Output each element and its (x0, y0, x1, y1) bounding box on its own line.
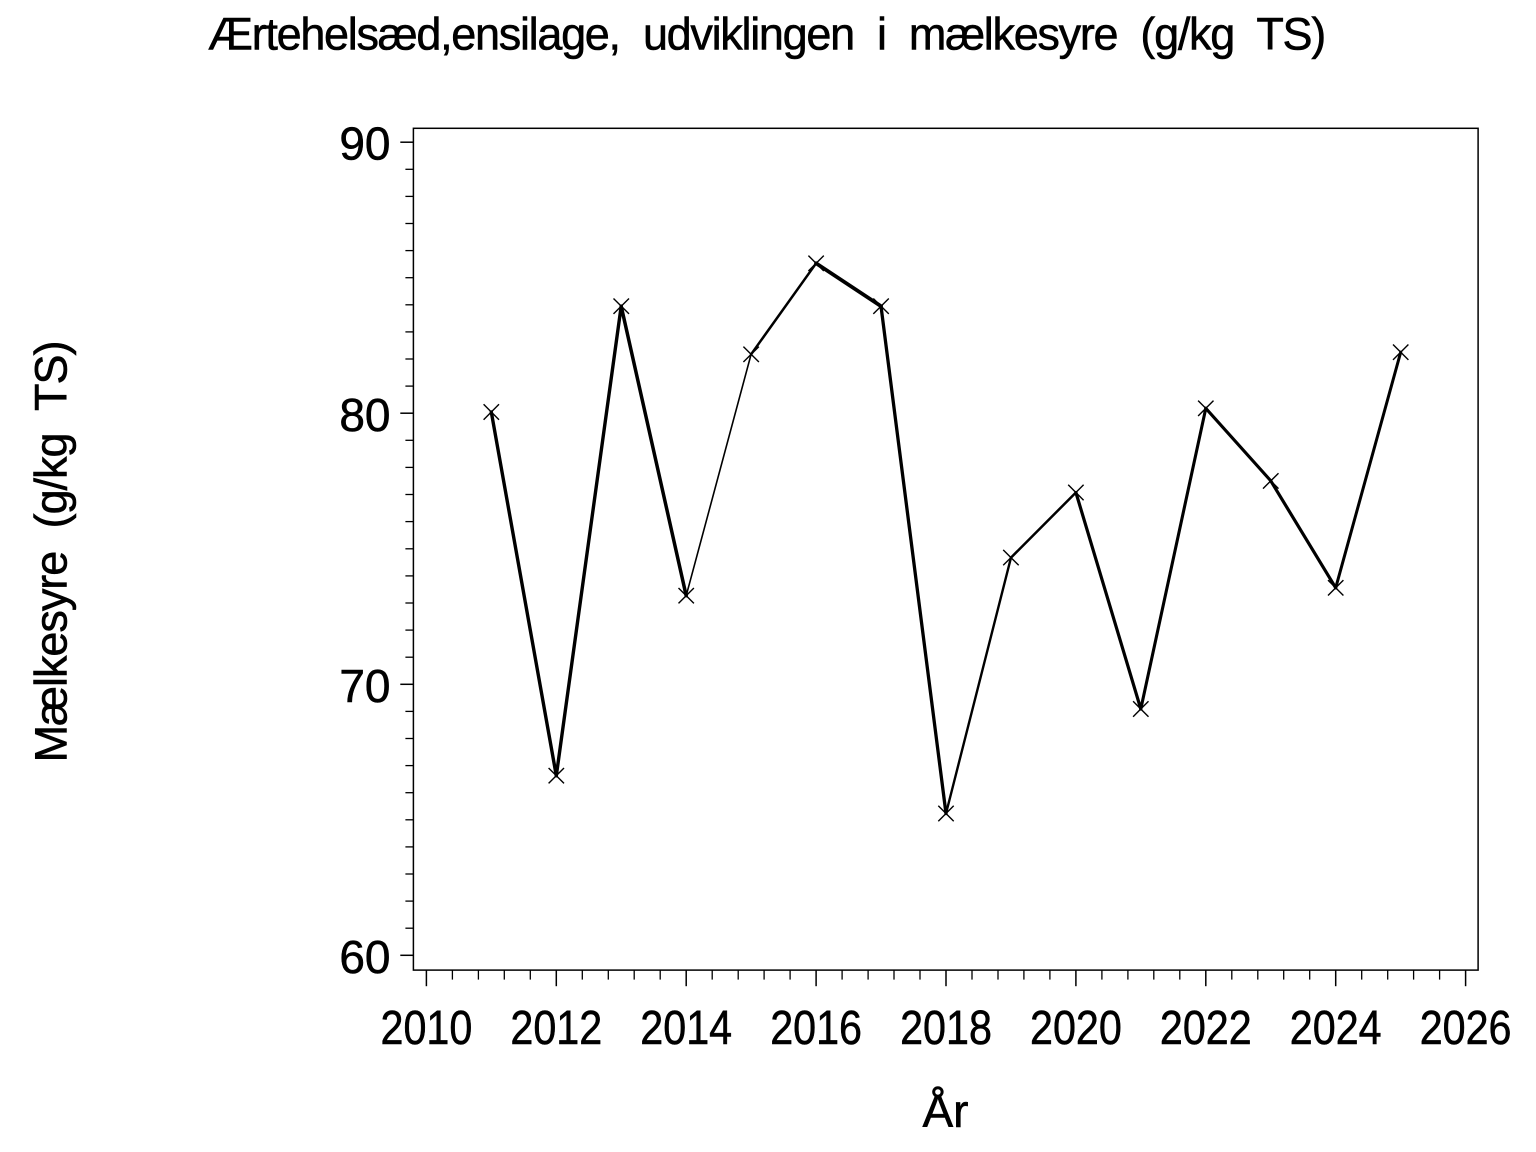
svg-text:2010: 2010 (380, 1001, 472, 1055)
svg-text:70: 70 (339, 660, 390, 712)
svg-text:2026: 2026 (1420, 1001, 1512, 1055)
svg-text:2024: 2024 (1290, 1001, 1382, 1055)
svg-text:Mælkesyre (g/kg TS): Mælkesyre (g/kg TS) (26, 342, 77, 763)
svg-text:2012: 2012 (510, 1001, 602, 1055)
svg-text:2018: 2018 (900, 1001, 992, 1055)
svg-text:Ærtehelsæd,ensilage, udvikling: Ærtehelsæd,ensilage, udviklingen i mælke… (208, 9, 1325, 60)
svg-text:2022: 2022 (1160, 1001, 1252, 1055)
svg-text:60: 60 (339, 931, 390, 983)
svg-text:80: 80 (339, 389, 390, 441)
svg-text:2014: 2014 (640, 1001, 732, 1055)
svg-text:År: År (923, 1085, 969, 1137)
svg-text:2020: 2020 (1030, 1001, 1122, 1055)
svg-text:90: 90 (339, 118, 390, 170)
svg-text:2016: 2016 (770, 1001, 862, 1055)
